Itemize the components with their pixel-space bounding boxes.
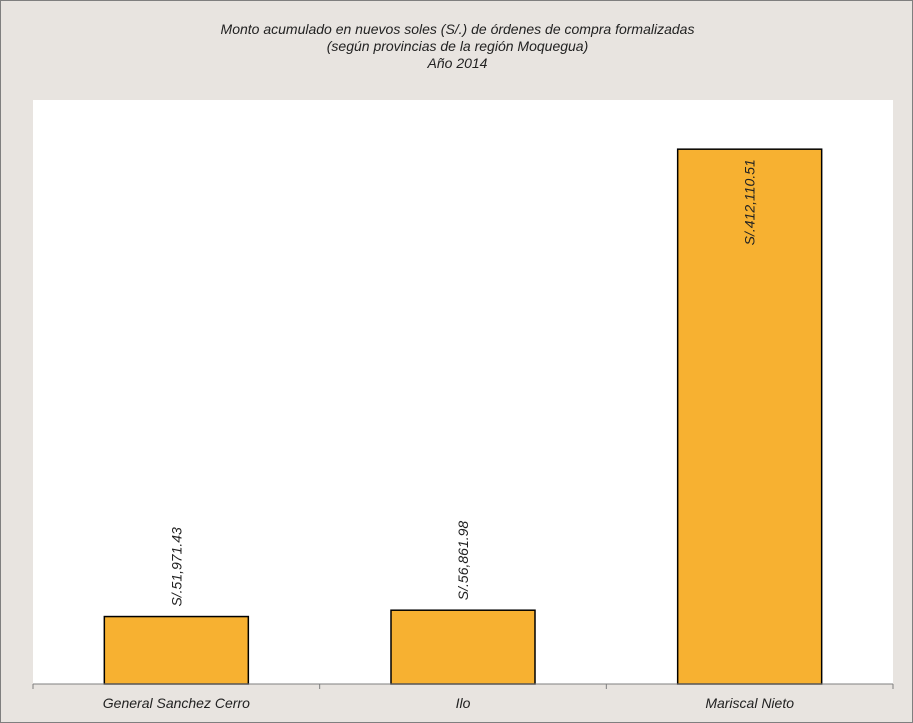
bars-group: [103, 148, 823, 685]
bar-ilo: [390, 609, 536, 685]
chart-title-line-1: Monto acumulado en nuevos soles (S/.) de…: [220, 21, 695, 37]
labels-group: General Sanchez Cerro S/.51,971.43 Ilo S/.5…: [103, 159, 794, 711]
category-label-mariscal-nieto: Mariscal Nieto: [705, 695, 794, 711]
value-label-general-sanchez-cerro: S/.51,971.43: [168, 527, 184, 607]
bar-general-sanchez-cerro: [103, 615, 250, 685]
category-label-general-sanchez-cerro: General Sanchez Cerro: [103, 695, 250, 711]
chart-title-line-2: (según provincias de la región Moquegua): [326, 38, 589, 54]
value-label-ilo: S/.56,861.98: [455, 521, 471, 601]
category-label-ilo: Ilo: [456, 695, 471, 711]
value-label-mariscal-nieto: S/.412,110.51: [742, 159, 758, 245]
x-axis: [32, 683, 894, 689]
chart-title: Monto acumulado en nuevos soles (S/.) de…: [1, 21, 913, 72]
chart-title-line-3: Año 2014: [427, 55, 488, 71]
bar-mariscal-nieto: [676, 148, 823, 685]
